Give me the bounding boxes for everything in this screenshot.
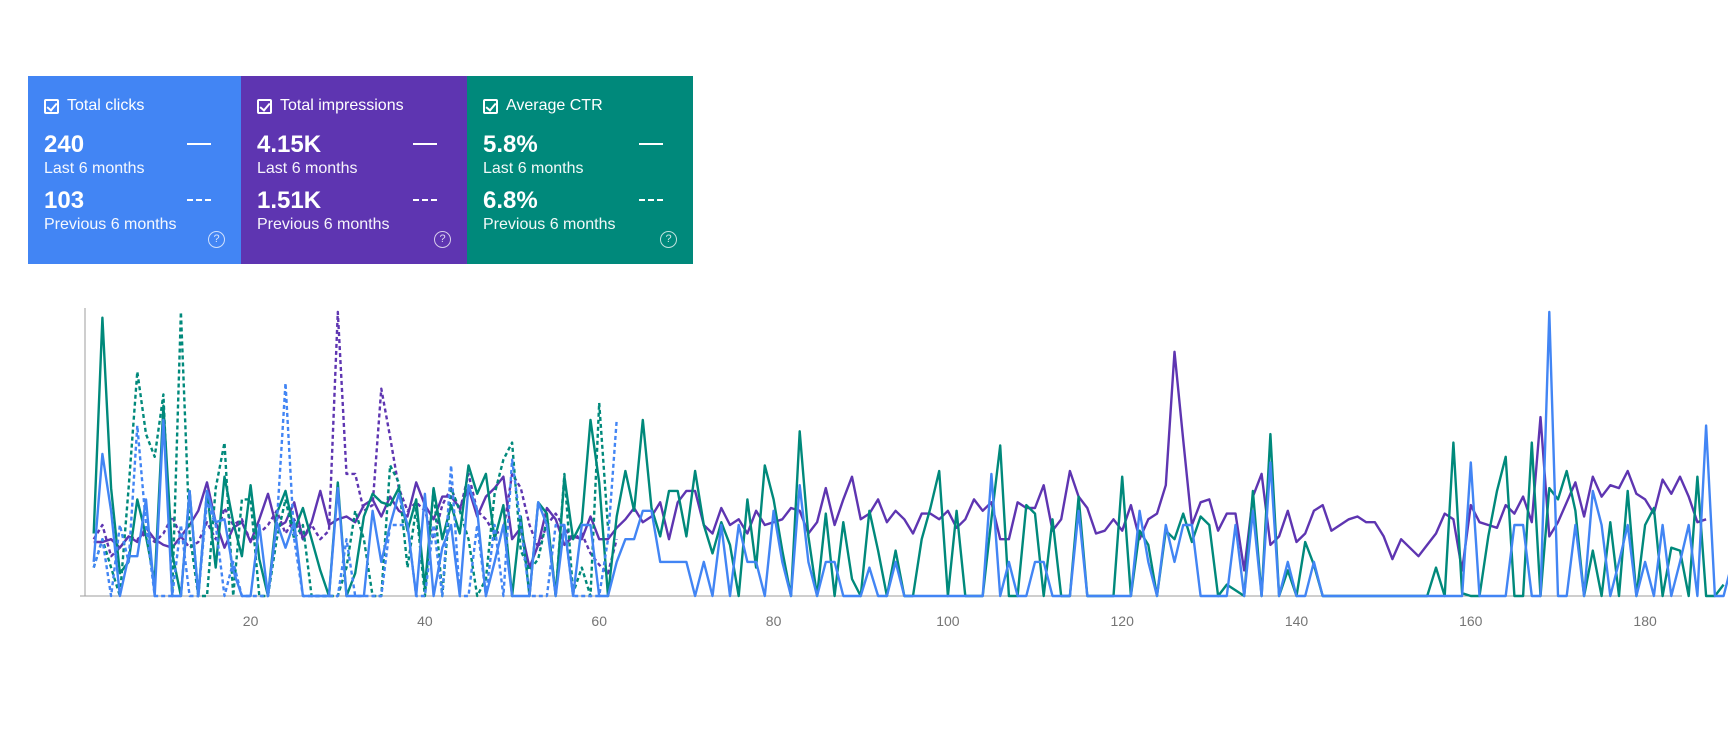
card-label: Total clicks: [67, 97, 145, 114]
card-current-period: Last 6 months: [257, 159, 358, 177]
ctr-current-series-line[interactable]: [92, 316, 1725, 598]
x-tick-label: 120: [1111, 613, 1135, 629]
card-average-ctr[interactable]: Average CTR 5.8% Last 6 months 6.8% Prev…: [467, 76, 693, 264]
x-tick-label: 40: [417, 613, 433, 629]
dashed-line-legend-icon: [187, 198, 211, 201]
card-previous-period: Previous 6 months: [257, 215, 390, 233]
checkbox-icon[interactable]: [257, 98, 272, 114]
clicks-previous-series-line[interactable]: [92, 381, 618, 598]
clicks-current-series-line[interactable]: [92, 310, 1728, 598]
solid-line-legend-icon: [187, 142, 211, 145]
card-previous-value: 6.8%: [483, 186, 538, 214]
impressions-previous-series-line[interactable]: [92, 310, 618, 575]
card-total-clicks[interactable]: Total clicks 240 Last 6 months 103 Previ…: [28, 76, 241, 264]
card-current-value: 5.8%: [483, 130, 538, 158]
card-previous-period: Previous 6 months: [44, 215, 177, 233]
clicks-toggle[interactable]: Total clicks: [44, 96, 144, 116]
impressions-toggle[interactable]: Total impressions: [257, 96, 404, 116]
performance-line-chart[interactable]: 20 40 60 80 100 120 140 160 180: [0, 290, 1728, 650]
card-current-value: 4.15K: [257, 130, 322, 158]
card-current-period: Last 6 months: [44, 159, 145, 177]
card-previous-value: 103: [44, 186, 85, 214]
dashed-line-legend-icon: [639, 198, 663, 201]
card-label: Total impressions: [280, 97, 404, 114]
x-tick-label: 100: [936, 613, 960, 629]
card-total-impressions[interactable]: Total impressions 4.15K Last 6 months 1.…: [241, 76, 467, 264]
card-current-value: 240: [44, 130, 85, 158]
ctr-previous-series-line[interactable]: [92, 310, 610, 598]
metric-cards: Total clicks 240 Last 6 months 103 Previ…: [28, 76, 693, 264]
x-tick-label: 160: [1459, 613, 1483, 629]
x-tick-label: 180: [1633, 613, 1657, 629]
card-current-period: Last 6 months: [483, 159, 584, 177]
checkbox-icon[interactable]: [44, 98, 59, 114]
solid-line-legend-icon: [413, 142, 437, 145]
checkbox-icon[interactable]: [483, 98, 498, 114]
x-tick-label: 140: [1285, 613, 1309, 629]
card-previous-period: Previous 6 months: [483, 215, 616, 233]
x-tick-label: 60: [591, 613, 607, 629]
x-tick-label: 20: [243, 613, 259, 629]
x-tick-label: 80: [766, 613, 782, 629]
help-icon[interactable]: ?: [434, 231, 451, 248]
impressions-current-series-line[interactable]: [93, 350, 1707, 572]
dashed-line-legend-icon: [413, 198, 437, 201]
solid-line-legend-icon: [639, 142, 663, 145]
help-icon[interactable]: ?: [208, 231, 225, 248]
ctr-toggle[interactable]: Average CTR: [483, 96, 603, 116]
card-previous-value: 1.51K: [257, 186, 322, 214]
help-icon[interactable]: ?: [660, 231, 677, 248]
card-label: Average CTR: [506, 97, 603, 114]
